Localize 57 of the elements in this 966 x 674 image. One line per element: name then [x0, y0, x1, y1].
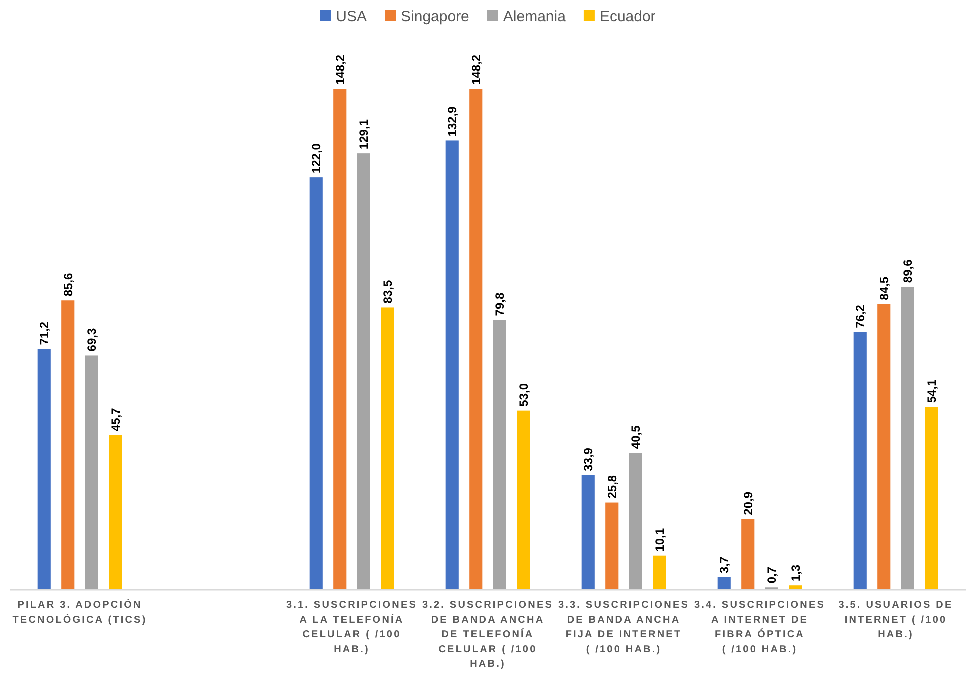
bar: [517, 410, 530, 590]
bar: [789, 586, 802, 590]
bar: [334, 89, 347, 590]
data-label: 132,9: [446, 106, 460, 137]
bar: [357, 154, 370, 590]
data-label: 122,0: [310, 143, 324, 174]
data-label: 76,2: [854, 304, 868, 328]
data-label: 148,2: [333, 54, 348, 85]
data-label: 148,2: [469, 54, 484, 85]
legend-label: Singapore: [401, 8, 470, 26]
bar: [653, 556, 666, 590]
bar: [742, 519, 755, 590]
legend-label: Ecuador: [600, 8, 656, 26]
bar: [878, 304, 891, 590]
bar: [854, 332, 867, 590]
x-tick-label: 3.3. SUSCRIPCIONES DE BANDA ANCHA FIJA DE INTERNET ( /100 HAB.): [558, 600, 690, 656]
legend-label: Alemania: [503, 8, 567, 26]
bar: [582, 475, 595, 590]
bar: [310, 178, 323, 590]
data-label: 79,8: [493, 292, 508, 316]
data-label: 69,3: [85, 328, 100, 352]
bar: [629, 453, 642, 590]
bar: [85, 356, 98, 590]
data-label: 1,3: [788, 564, 803, 582]
bar: [381, 308, 394, 590]
data-label: 84,5: [877, 276, 892, 300]
bar: [493, 320, 506, 590]
bar: [62, 300, 75, 590]
data-label: 33,9: [582, 448, 596, 472]
data-label: 129,1: [357, 119, 372, 150]
data-label: 54,1: [924, 379, 939, 404]
data-label: 25,8: [605, 475, 620, 499]
x-tick-label: 3.1. SUSCRIPCIONES A LA TELEFONÍA CELULAR ( /100 HAB.): [286, 600, 418, 656]
bar: [109, 436, 122, 590]
bar: [38, 349, 51, 590]
data-label: 10,1: [652, 528, 667, 552]
bar: [606, 502, 619, 590]
bar: [718, 577, 731, 590]
bar: [901, 287, 914, 590]
legend-label: USA: [336, 8, 368, 26]
x-tick-label: 3.2. SUSCRIPCIONES DE BANDA ANCHA DE TELEFONÍA CELULAR ( /100 HAB.): [422, 600, 554, 670]
bar: [470, 89, 483, 590]
data-label: 53,0: [516, 383, 531, 407]
data-label: 71,2: [38, 322, 52, 346]
x-tick-label: 3.4. SUSCRIPCIONES A INTERNET DE FIBRA ÓPTICA ( /100 HAB.): [694, 600, 826, 656]
data-label: 40,5: [629, 425, 644, 450]
x-tick-label: PILAR 3. ADOPCIÓN TECNOLÓGICA (TICS): [12, 599, 148, 626]
bar: [446, 140, 459, 590]
data-label: 85,6: [61, 272, 76, 297]
data-label: 20,9: [741, 492, 756, 516]
data-label: 0,7: [765, 566, 780, 584]
x-tick-label: 3.5. USUARIOS DE INTERNET ( /100 HAB.): [838, 600, 954, 641]
data-label: 3,7: [718, 556, 732, 574]
data-label: 89,6: [901, 259, 916, 284]
bar: [925, 407, 938, 590]
data-label: 83,5: [380, 280, 395, 304]
data-label: 45,7: [108, 408, 123, 432]
